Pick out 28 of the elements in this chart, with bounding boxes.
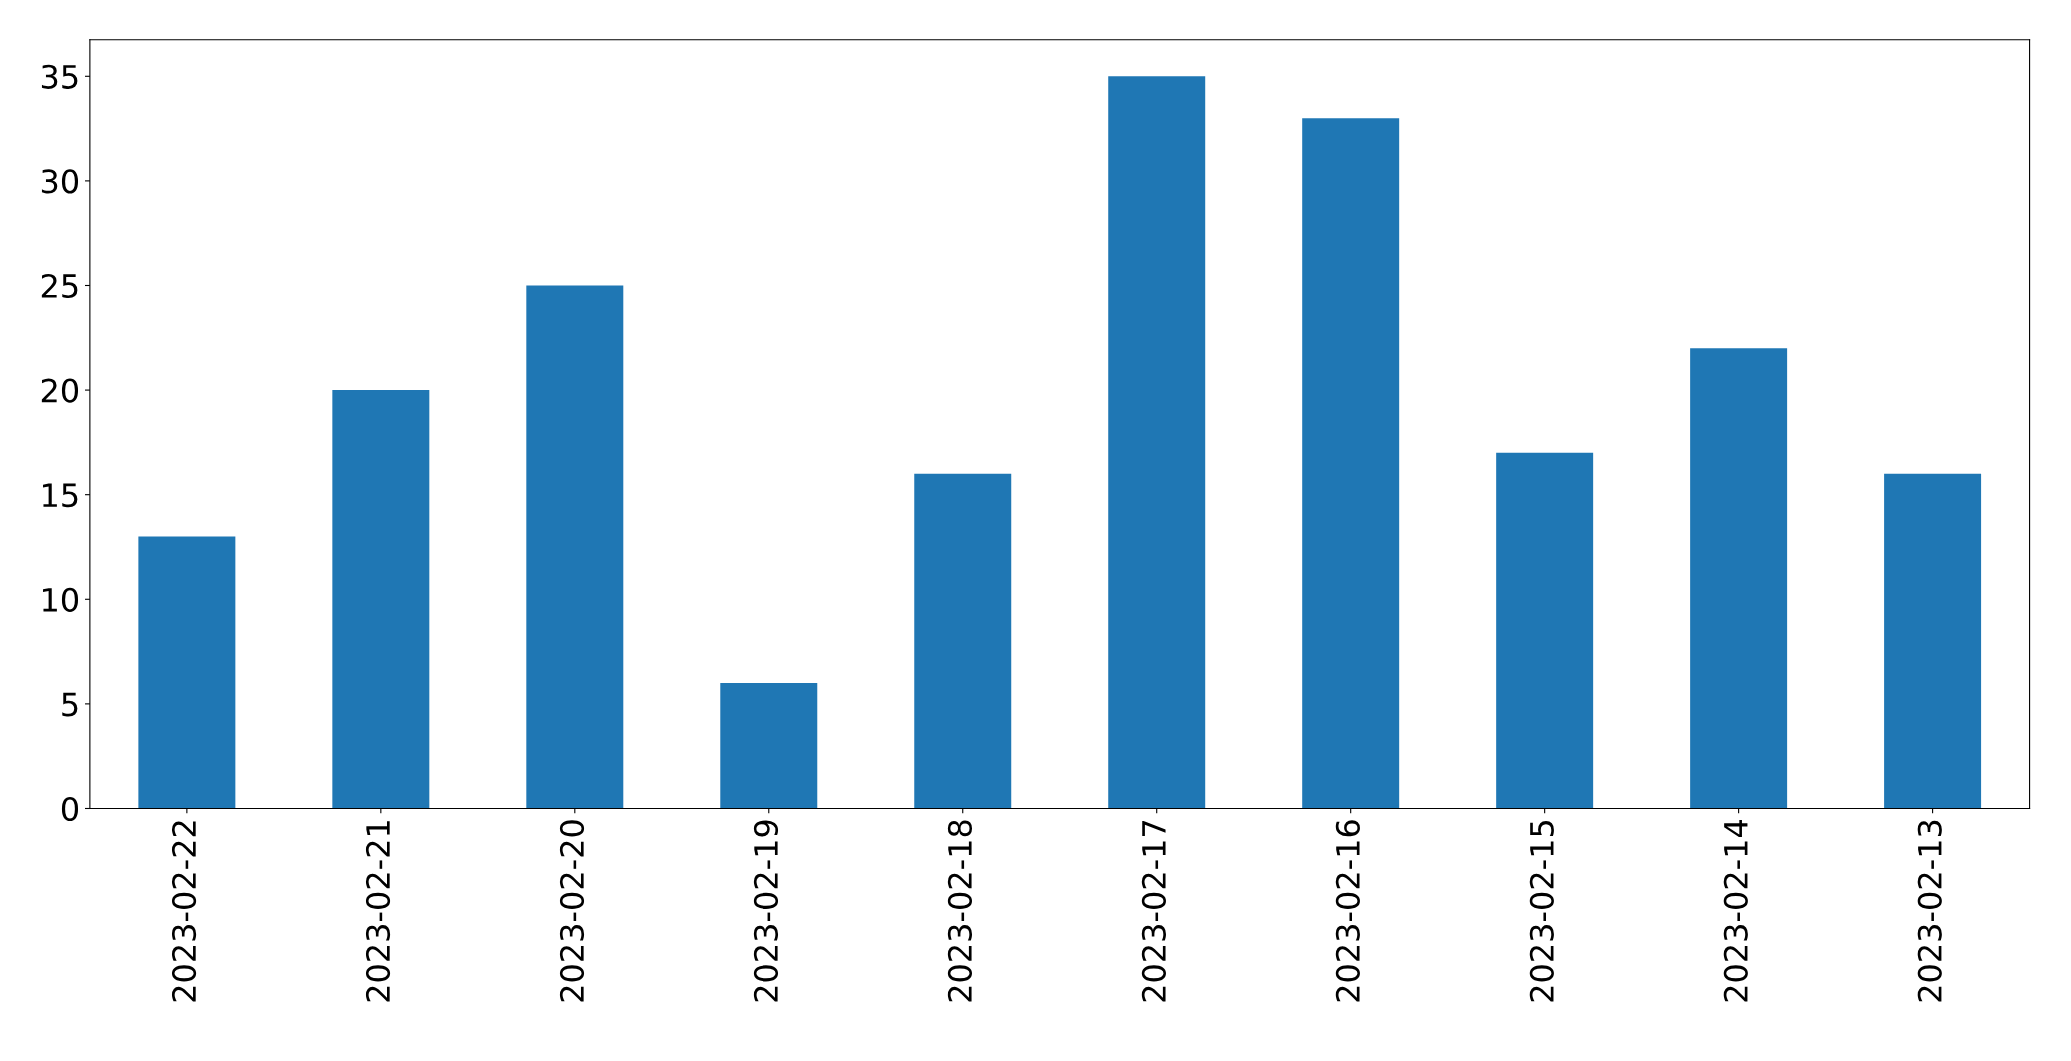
x-tick-label: 2023-02-20 (559, 820, 585, 1002)
x-tick-label: 2023-02-16 (1335, 820, 1360, 1002)
bar (1884, 473, 1982, 809)
bar (1496, 452, 1594, 809)
y-tick-label: 30 (41, 169, 79, 194)
x-tick-label: 2023-02-19 (753, 820, 779, 1002)
x-tick-label: 2023-02-22 (171, 821, 197, 1002)
x-tick-label: 2023-02-18 (947, 820, 973, 1002)
y-tick-label: 5 (62, 692, 78, 717)
x-tick-label: 2023-02-15 (1529, 820, 1554, 1002)
bar (526, 285, 624, 809)
x-tick-label: 2023-02-14 (1723, 820, 1748, 1002)
y-tick-label: 15 (43, 483, 78, 508)
y-tick-label: 35 (41, 64, 78, 89)
bar (332, 390, 430, 809)
bar (914, 473, 1012, 809)
bar (720, 682, 818, 809)
bar (1690, 348, 1788, 809)
bar (1108, 76, 1206, 809)
x-tick-label: 2023-02-21 (365, 821, 391, 1002)
bar (138, 536, 236, 809)
x-tick-label: 2023-02-17 (1141, 820, 1166, 1002)
y-tick-label: 10 (43, 587, 79, 612)
bar (1302, 118, 1400, 809)
y-tick-label: 25 (41, 273, 78, 299)
y-tick-label: 0 (61, 796, 79, 822)
x-tick-label: 2023-02-13 (1917, 820, 1942, 1002)
y-tick-label: 20 (41, 378, 79, 403)
